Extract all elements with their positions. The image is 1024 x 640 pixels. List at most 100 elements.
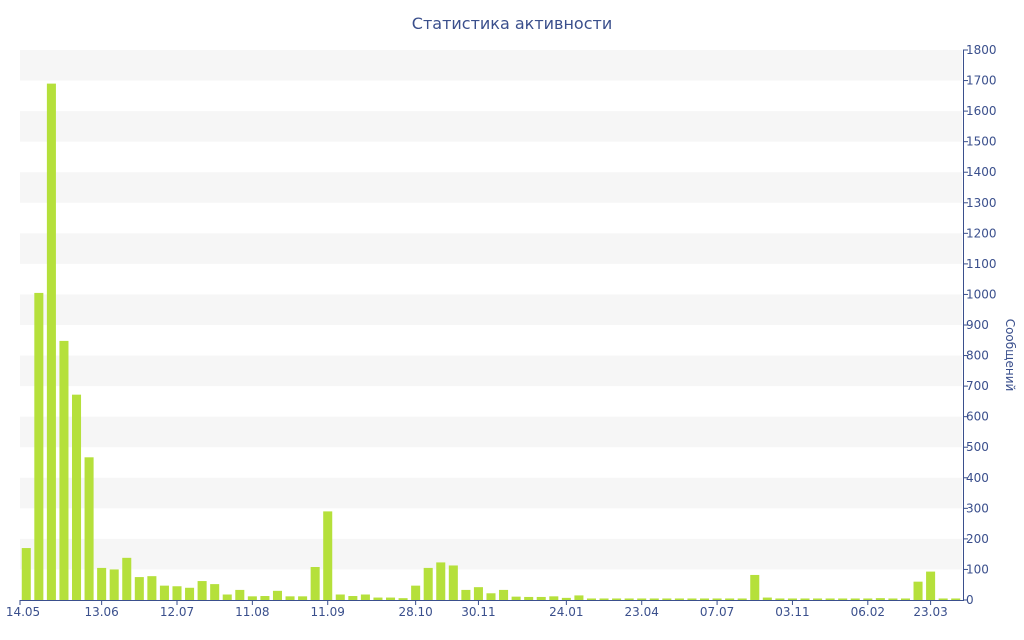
bar — [850, 598, 860, 600]
bar — [951, 598, 961, 600]
bar — [762, 597, 772, 600]
bar — [574, 595, 584, 600]
bar — [109, 569, 119, 600]
chart-title: Статистика активности — [411, 14, 613, 33]
bar — [134, 577, 144, 600]
bar — [348, 596, 358, 600]
y-tick-label: 1600 — [966, 104, 997, 118]
bar — [561, 597, 571, 600]
y-tick-label: 0 — [966, 593, 974, 607]
bar — [913, 581, 923, 600]
bar — [524, 596, 534, 600]
bar — [222, 594, 232, 600]
bar — [825, 598, 835, 600]
bar — [272, 590, 283, 600]
bar — [185, 587, 195, 600]
bar — [46, 83, 56, 601]
bar — [310, 567, 320, 600]
y-tick-label: 100 — [966, 562, 989, 576]
bar — [599, 598, 609, 600]
bar — [122, 557, 132, 600]
y-tick-label: 1100 — [966, 257, 997, 271]
bar — [725, 598, 735, 600]
x-tick-label: 30.11 — [461, 605, 495, 619]
bar — [875, 598, 885, 600]
bar — [775, 598, 785, 600]
bar — [247, 596, 257, 600]
grid-band — [20, 111, 962, 142]
y-tick-label: 1800 — [966, 43, 997, 57]
bar — [197, 581, 207, 600]
bar — [235, 589, 245, 600]
bar — [787, 598, 797, 600]
bar — [159, 585, 169, 600]
x-tick-label: 28.10 — [398, 605, 432, 619]
x-tick-label: 14.05 — [6, 605, 40, 619]
y-tick-label: 1500 — [966, 135, 997, 149]
bar — [411, 585, 421, 600]
bar — [373, 597, 383, 600]
bar — [448, 565, 458, 600]
y-tick-label: 600 — [966, 410, 989, 424]
grid-band — [20, 538, 962, 570]
bar — [813, 598, 823, 600]
bar — [323, 511, 333, 600]
bar — [84, 457, 94, 600]
bar — [687, 598, 697, 600]
grid-band — [20, 294, 962, 325]
bar — [712, 598, 722, 600]
y-tick-label: 1700 — [966, 74, 997, 88]
grid-band — [20, 233, 962, 264]
bar — [536, 596, 546, 600]
bar — [423, 567, 433, 600]
y-tick-label: 1400 — [966, 165, 997, 179]
x-tick-label: 24.01 — [549, 605, 583, 619]
grid-band — [20, 477, 962, 509]
y-tick-label: 300 — [966, 501, 989, 515]
bar — [385, 597, 396, 600]
bar — [461, 589, 471, 600]
bar — [34, 292, 44, 600]
bar — [674, 598, 684, 600]
y-tick-label: 900 — [966, 318, 989, 332]
y-axis-title: Сообщений — [1003, 319, 1017, 392]
bar — [335, 594, 345, 600]
grid-band — [20, 416, 962, 448]
bar — [486, 593, 496, 600]
bar — [473, 587, 483, 600]
x-tick-label: 07.07 — [700, 605, 734, 619]
y-tick-label: 400 — [966, 471, 989, 485]
bar — [624, 598, 634, 600]
bar — [298, 596, 308, 600]
x-tick-label: 06.02 — [851, 605, 885, 619]
y-tick-label: 200 — [966, 532, 989, 546]
bar — [662, 598, 672, 600]
x-tick-label: 13.06 — [84, 605, 118, 619]
y-tick-label: 1300 — [966, 196, 997, 210]
grid-band — [20, 355, 962, 387]
bar — [210, 584, 220, 600]
bar — [800, 598, 810, 600]
bar — [900, 598, 911, 600]
x-tick-label: 23.04 — [625, 605, 659, 619]
bar — [750, 574, 760, 600]
bar — [549, 596, 559, 600]
y-tick-label: 800 — [966, 349, 989, 363]
bar — [499, 589, 509, 600]
x-tick-label: 12.07 — [160, 605, 194, 619]
x-tick-label: 11.08 — [235, 605, 269, 619]
bar — [699, 598, 710, 600]
bar — [586, 598, 597, 600]
bar — [888, 598, 898, 600]
bar — [97, 567, 107, 600]
bar — [737, 598, 747, 600]
bar — [637, 598, 647, 600]
bar — [147, 576, 157, 600]
bar — [71, 394, 82, 600]
bar — [398, 598, 408, 600]
grid-band — [20, 172, 962, 203]
bar — [926, 571, 936, 600]
x-tick-label: 03.11 — [775, 605, 809, 619]
